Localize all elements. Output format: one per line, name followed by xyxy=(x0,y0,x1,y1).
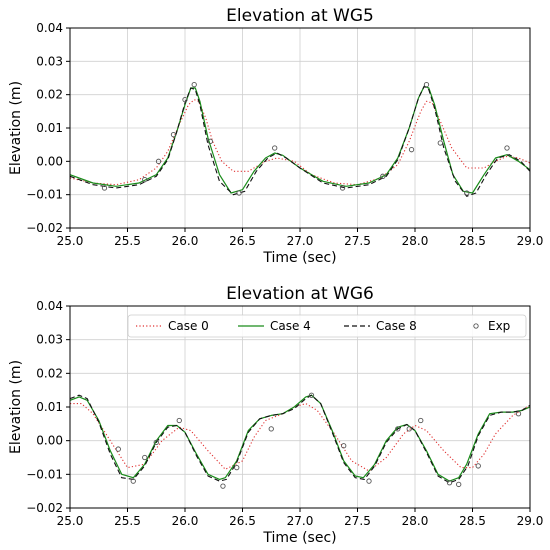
exp-data-point xyxy=(446,480,453,486)
exp-data-point xyxy=(155,158,162,164)
chart-title: Elevation at WG5 xyxy=(226,6,374,26)
legend-label: Exp xyxy=(488,319,510,333)
x-tick-label: 26.5 xyxy=(229,234,256,248)
exp-data-point xyxy=(475,463,481,469)
y-tick-label: 0.01 xyxy=(36,400,63,414)
y-axis-label: Elevation (m) xyxy=(8,81,24,175)
exp-data-point xyxy=(464,190,470,196)
exp-data-point xyxy=(341,443,347,449)
exp-data-point xyxy=(182,97,188,103)
y-axis-label: Elevation (m) xyxy=(8,360,24,454)
exp-data-point xyxy=(115,446,121,452)
legend-item: Case 0 xyxy=(136,319,209,333)
exp-data-point xyxy=(207,138,213,144)
exp-data-point xyxy=(220,483,226,489)
x-tick-label: 27.5 xyxy=(344,514,371,528)
x-tick-label: 29.0 xyxy=(517,514,544,528)
x-tick-label: 25.0 xyxy=(57,514,84,528)
y-tick-label: 0.01 xyxy=(36,121,63,135)
exp-data-point xyxy=(504,145,510,151)
x-axis-label: Time (sec) xyxy=(262,530,336,546)
y-tick-label: 0.04 xyxy=(36,21,63,35)
x-tick-label: 25.5 xyxy=(114,514,141,528)
y-tick-label: 0.02 xyxy=(36,88,63,102)
chart-title: Elevation at WG6 xyxy=(226,284,374,304)
x-tick-label: 26.0 xyxy=(172,234,199,248)
exp-data-point xyxy=(418,417,424,424)
x-tick-label: 26.0 xyxy=(172,514,199,528)
series-line-case-4 xyxy=(70,394,530,482)
x-tick-label: 27.0 xyxy=(287,234,314,248)
exp-data-point xyxy=(176,417,182,424)
x-tick-label: 25.0 xyxy=(57,234,84,248)
exp-data-point xyxy=(272,145,278,151)
chart-panel-wg6: 25.0 25.5 26.0 26.5 27.0 27.5 28.0 28.5 29.0 −0.0… xyxy=(8,284,543,546)
exp-data-point xyxy=(268,426,274,432)
y-tick-label: 0.04 xyxy=(36,299,63,313)
chart-panel-wg5: 25.0 25.5 26.0 26.5 27.0 27.5 28.0 28.5 29.0 −0.0… xyxy=(8,6,543,266)
exp-data-point xyxy=(408,147,415,153)
legend-item: Case 8 xyxy=(344,319,417,333)
x-tick-label: 27.5 xyxy=(344,234,371,248)
legend-item: Exp xyxy=(473,319,510,333)
legend-label: Case 4 xyxy=(270,319,311,333)
x-tick-label: 28.0 xyxy=(402,234,429,248)
exp-data-point xyxy=(366,478,372,484)
exp-data-point xyxy=(142,177,148,183)
y-tick-label: −0.01 xyxy=(26,467,63,481)
x-tick-label: 27.0 xyxy=(287,514,314,528)
exp-data-point xyxy=(308,392,315,398)
exp-data-point xyxy=(515,411,522,417)
exp-data-point xyxy=(170,132,177,138)
exp-data-point xyxy=(191,82,197,88)
y-tick-label: 0.03 xyxy=(36,333,63,347)
y-tick-label: 0.03 xyxy=(36,54,63,68)
exp-data-point xyxy=(406,426,412,432)
legend-box xyxy=(127,314,527,338)
y-tick-label: −0.02 xyxy=(26,221,63,235)
series-line-case-8 xyxy=(70,85,530,197)
exp-data-point xyxy=(130,478,136,484)
x-tick-label: 28.0 xyxy=(402,514,429,528)
x-tick-label: 28.5 xyxy=(459,514,486,528)
series-line-case-8 xyxy=(70,394,530,484)
exp-data-point xyxy=(380,173,386,179)
x-tick-label: 26.5 xyxy=(229,514,256,528)
y-tick-label: 0.00 xyxy=(36,434,63,448)
legend-marker-exp xyxy=(473,323,479,329)
exp-data-point xyxy=(142,454,148,461)
y-tick-label: 0.02 xyxy=(36,366,63,380)
y-tick-label: 0.00 xyxy=(36,154,63,168)
x-tick-label: 25.5 xyxy=(114,234,141,248)
exp-data-point xyxy=(236,190,242,196)
y-tick-label: −0.02 xyxy=(26,501,63,515)
exp-data-point xyxy=(395,426,401,432)
exp-data-point xyxy=(456,481,462,488)
exp-data-point xyxy=(437,140,443,146)
exp-data-point xyxy=(101,185,108,191)
y-tick-label: −0.01 xyxy=(26,188,63,202)
x-tick-label: 29.0 xyxy=(517,234,544,248)
exp-data-point xyxy=(153,439,159,445)
exp-data-point xyxy=(339,185,346,191)
x-tick-label: 28.5 xyxy=(459,234,486,248)
legend-label: Case 8 xyxy=(376,319,417,333)
exp-data-point xyxy=(423,82,430,88)
legend-item: Case 4 xyxy=(238,319,311,333)
legend-label: Case 0 xyxy=(168,319,209,333)
x-axis-label: Time (sec) xyxy=(262,250,336,266)
exp-data-point xyxy=(234,464,240,471)
legend: Case 0 Case 4 Case 8 Exp xyxy=(127,314,527,338)
